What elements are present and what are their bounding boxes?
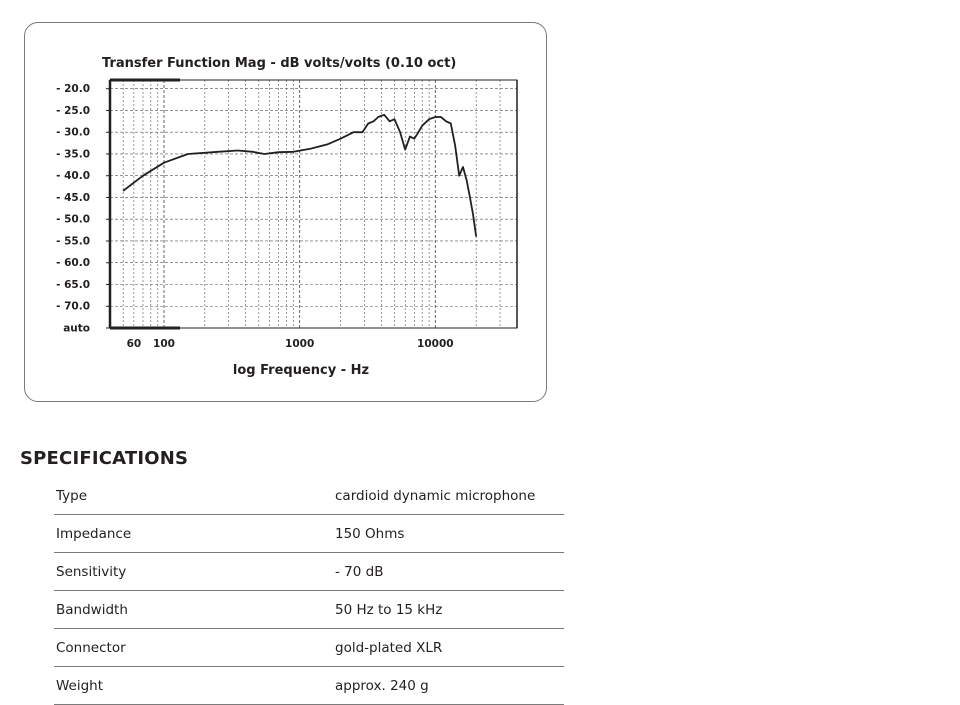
y-axis-ticks: - 20.0 - 25.0 - 30.0 - 35.0 - 40.0 - 45.0 - 50… [56, 83, 110, 335]
x-tick-label: 1000 [285, 338, 314, 350]
spec-value: gold-plated XLR [333, 628, 564, 667]
x-tick-label: 10000 [417, 338, 454, 350]
y-tick-label: - 50.0 [56, 214, 90, 226]
y-tick-label: - 35.0 [56, 148, 90, 160]
spec-label: Bandwidth [54, 590, 333, 629]
spec-label: Impedance [54, 514, 333, 553]
spec-row: Connector gold-plated XLR [54, 628, 564, 667]
spec-row: Weight approx. 240 g [54, 666, 564, 705]
frequency-response-chart-card: Transfer Function Mag - dB volts/volts (… [24, 22, 547, 402]
y-tick-label: - 60.0 [56, 257, 90, 269]
spec-label: Sensitivity [54, 552, 333, 591]
y-tick-label: auto [63, 323, 90, 335]
y-tick-label: - 30.0 [56, 127, 90, 139]
spec-label: Weight [54, 666, 333, 705]
plot-border [109, 79, 518, 329]
x-tick-label: 100 [153, 338, 175, 350]
spec-label: Connector [54, 628, 333, 667]
chart-frame [108, 78, 518, 330]
chart-title: Transfer Function Mag - dB volts/volts (… [102, 56, 456, 71]
spec-value: approx. 240 g [333, 666, 564, 705]
y-tick-label: - 40.0 [56, 170, 90, 182]
spec-row: Impedance 150 Ohms [54, 514, 564, 553]
specifications-table: Type cardioid dynamic microphone Impedance… [54, 477, 564, 705]
spec-label: Type [54, 477, 333, 515]
chart-series [122, 113, 478, 237]
y-tick-label: - 65.0 [56, 279, 90, 291]
y-tick-label: - 45.0 [56, 192, 90, 204]
spec-value: cardioid dynamic microphone [333, 477, 564, 515]
spec-row: Sensitivity - 70 dB [54, 552, 564, 591]
spec-row: Type cardioid dynamic microphone [54, 477, 564, 515]
spec-value: - 70 dB [333, 552, 564, 591]
specifications-heading: SPECIFICATIONS [20, 448, 189, 469]
chart-grid [110, 80, 517, 329]
spec-row: Bandwidth 50 Hz to 15 kHz [54, 590, 564, 629]
frequency-response-chart: Transfer Function Mag - dB volts/volts (… [56, 56, 518, 378]
spec-value: 150 Ohms [333, 514, 564, 553]
y-tick-label: - 20.0 [56, 83, 90, 95]
x-axis-ticks: 60 100 1000 10000 [127, 338, 454, 350]
frequency-response-line [122, 113, 478, 237]
y-tick-label: - 25.0 [56, 105, 90, 117]
x-axis-label: log Frequency - Hz [233, 363, 369, 378]
specifications-table-body: Type cardioid dynamic microphone Impedance… [54, 477, 564, 705]
y-tick-label: - 55.0 [56, 235, 90, 247]
x-tick-label: 60 [127, 338, 142, 350]
y-tick-label: - 70.0 [56, 301, 90, 313]
spec-value: 50 Hz to 15 kHz [333, 590, 564, 629]
